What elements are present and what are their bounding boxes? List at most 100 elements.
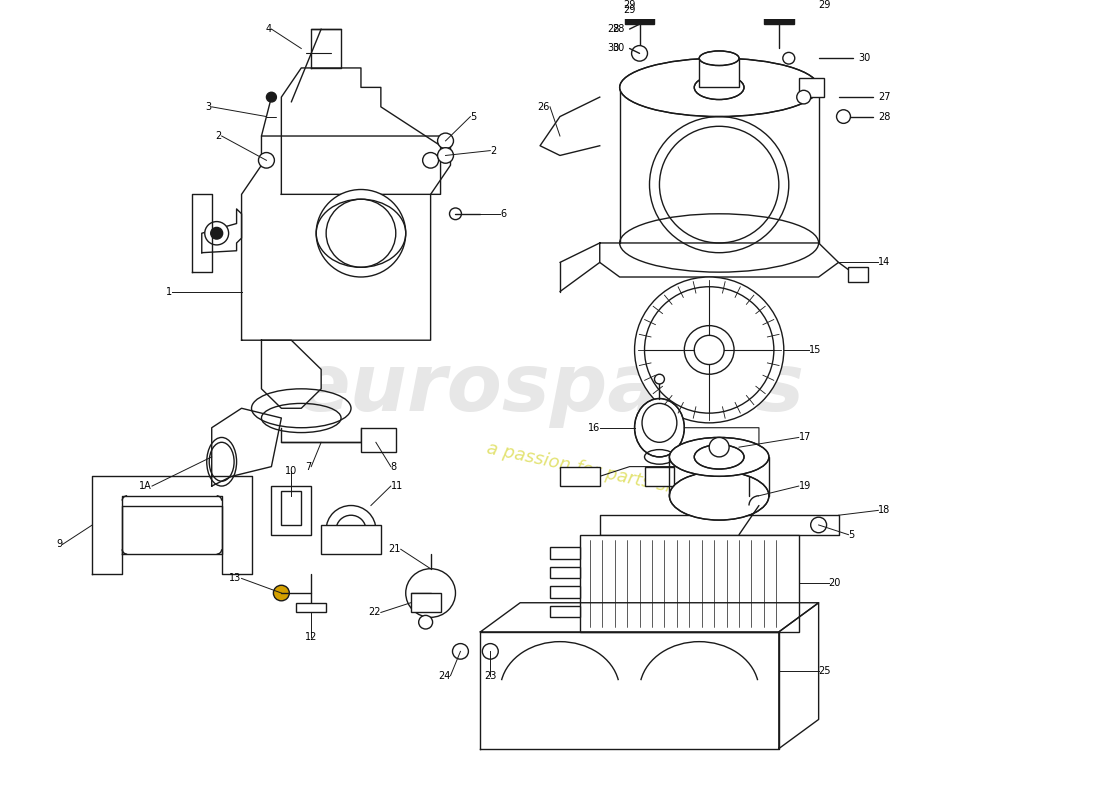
Ellipse shape [619, 58, 818, 117]
Text: 28: 28 [878, 111, 891, 122]
Circle shape [645, 286, 774, 413]
Text: 11: 11 [390, 481, 403, 491]
Text: 6: 6 [500, 209, 506, 219]
Text: 29: 29 [624, 0, 636, 10]
Bar [410, 593, 441, 613]
Circle shape [635, 277, 784, 423]
Polygon shape [600, 243, 838, 277]
Text: eurospares: eurospares [296, 350, 804, 428]
Polygon shape [122, 496, 222, 554]
Text: 13: 13 [229, 574, 242, 583]
Circle shape [205, 222, 229, 245]
Circle shape [482, 643, 498, 659]
Circle shape [694, 335, 724, 365]
Text: a passion for parts since 1985: a passion for parts since 1985 [485, 439, 755, 514]
Text: 14: 14 [878, 258, 891, 267]
Text: 1: 1 [166, 286, 172, 297]
Circle shape [438, 133, 453, 149]
Text: 30: 30 [613, 43, 625, 54]
Polygon shape [779, 602, 818, 749]
Circle shape [450, 208, 461, 220]
Ellipse shape [694, 445, 744, 469]
Text: 10: 10 [285, 466, 297, 477]
Polygon shape [262, 340, 321, 408]
Text: 23: 23 [484, 670, 496, 681]
Text: 8: 8 [390, 462, 397, 472]
Bar [550, 606, 580, 618]
Circle shape [326, 199, 396, 267]
Polygon shape [92, 476, 252, 574]
Text: 28: 28 [613, 24, 625, 34]
Text: 9: 9 [56, 539, 63, 550]
Circle shape [811, 517, 826, 533]
Circle shape [211, 227, 222, 239]
Bar [282, 491, 301, 525]
Circle shape [316, 190, 406, 277]
Text: 12: 12 [305, 632, 318, 642]
Ellipse shape [694, 75, 744, 99]
Bar [580, 534, 799, 632]
Circle shape [326, 506, 376, 554]
Text: 27: 27 [878, 92, 891, 102]
Text: 17: 17 [799, 433, 811, 442]
Text: 4: 4 [265, 24, 272, 34]
Bar [848, 267, 868, 282]
Circle shape [783, 52, 795, 64]
Polygon shape [282, 428, 361, 442]
Polygon shape [282, 68, 441, 194]
Circle shape [836, 110, 850, 123]
Text: 21: 21 [388, 544, 400, 554]
Circle shape [438, 148, 453, 163]
Bar [361, 428, 396, 452]
Circle shape [337, 515, 366, 545]
Polygon shape [191, 194, 211, 272]
Ellipse shape [700, 51, 739, 66]
Circle shape [422, 153, 439, 168]
Polygon shape [600, 515, 838, 534]
Text: 16: 16 [587, 422, 600, 433]
Ellipse shape [635, 398, 684, 457]
Text: 7: 7 [305, 462, 311, 472]
Ellipse shape [670, 471, 769, 520]
Text: 20: 20 [828, 578, 842, 588]
Text: 2: 2 [491, 146, 496, 155]
Bar [550, 547, 580, 559]
Bar [321, 525, 381, 554]
Circle shape [796, 90, 811, 104]
Circle shape [710, 438, 729, 457]
Text: 1A: 1A [140, 481, 152, 491]
Text: 19: 19 [799, 481, 811, 491]
Circle shape [258, 153, 274, 168]
Text: 30: 30 [858, 54, 871, 63]
Polygon shape [201, 209, 242, 253]
Polygon shape [481, 602, 818, 632]
Text: 22: 22 [368, 607, 381, 618]
Polygon shape [311, 29, 341, 68]
Circle shape [452, 643, 469, 659]
Bar [625, 14, 654, 24]
Text: 25: 25 [818, 666, 832, 676]
Text: 28: 28 [607, 24, 619, 34]
Circle shape [274, 586, 289, 601]
Circle shape [684, 326, 734, 374]
Text: 18: 18 [878, 506, 891, 515]
Text: 26: 26 [538, 102, 550, 112]
Bar [550, 566, 580, 578]
Text: 24: 24 [438, 670, 451, 681]
Text: 30: 30 [607, 43, 619, 54]
Bar [560, 466, 600, 486]
Polygon shape [211, 408, 282, 486]
Ellipse shape [670, 438, 769, 476]
Circle shape [266, 92, 276, 102]
Text: 5: 5 [848, 530, 855, 540]
Polygon shape [540, 97, 600, 155]
Polygon shape [242, 136, 451, 340]
Bar [799, 78, 824, 97]
Text: 29: 29 [624, 5, 636, 14]
Polygon shape [481, 632, 779, 749]
Circle shape [631, 46, 648, 61]
Circle shape [654, 374, 664, 384]
Text: 29: 29 [818, 0, 830, 10]
Bar [700, 58, 739, 87]
Bar [272, 486, 311, 534]
